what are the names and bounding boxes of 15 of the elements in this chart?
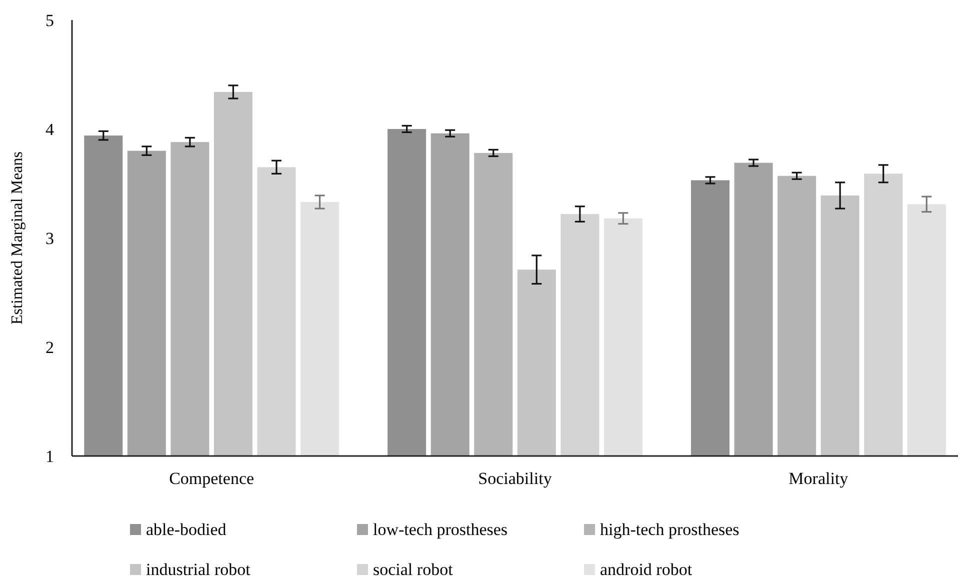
legend-label: social robot <box>373 560 454 579</box>
legend-label: low-tech prostheses <box>373 520 508 539</box>
legend-label: able-bodied <box>146 520 227 539</box>
y-axis-title: Estimated Marginal Means <box>9 152 26 324</box>
legend-label: high-tech prostheses <box>600 520 740 539</box>
y-tick-label: 4 <box>46 120 54 139</box>
x-tick-label: Sociability <box>478 469 552 488</box>
y-tick-label: 5 <box>46 11 54 30</box>
y-tick-label: 1 <box>46 447 54 466</box>
legend-label: industrial robot <box>146 560 251 579</box>
legend-label: android robot <box>600 560 692 579</box>
x-tick-label: Competence <box>169 469 254 488</box>
x-tick-label: Morality <box>788 469 849 488</box>
y-tick-label: 2 <box>46 338 54 357</box>
y-tick-label: 3 <box>46 229 54 248</box>
